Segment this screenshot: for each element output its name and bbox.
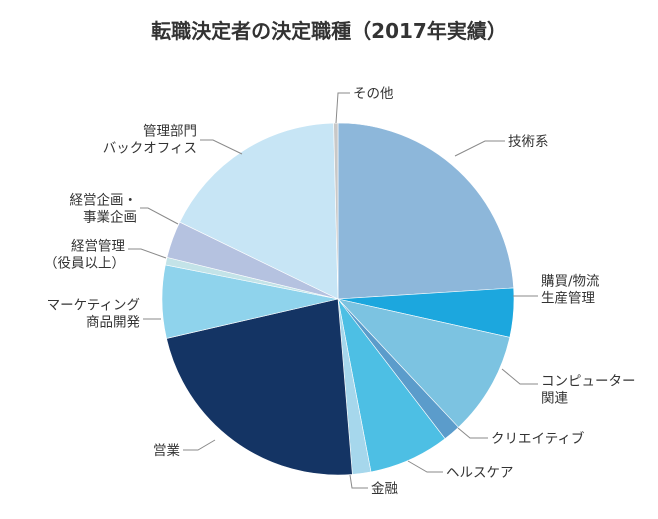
slice-label-2-line-2: 生産管理 [541,291,595,307]
leader-line-4 [457,427,488,439]
slice-label-5-line-1: ヘルスケア [446,465,514,481]
pie-slice-1 [337,122,514,300]
slice-label-9-line-1: 経営管理 [71,239,125,255]
slice-label-3-line-1: コンピューター [541,374,636,390]
pie-slices [161,122,515,476]
pie-slice-7 [166,298,353,476]
pie-slice-11 [179,122,339,300]
leader-line-9 [128,248,167,259]
slice-label-8-line-1: マーケティング [47,298,140,314]
slice-label-12-line-1: その他 [353,86,394,102]
slice-label-10-line-1: 経営企画・ [70,192,138,209]
leader-line-6 [349,474,368,489]
leader-line-5 [407,460,443,473]
slice-label-4-line-1: クリエイティブ [491,430,585,447]
leader-line-3 [501,368,538,385]
slice-label-11-line-2: バックオフィス [103,141,197,157]
leader-line-12 [335,92,350,124]
leader-line-10 [140,207,179,225]
slice-label-11-line-1: 管理部門 [143,124,197,140]
slice-label-2-line-1: 購買/物流 [541,274,600,290]
slice-label-8-line-2: 商品開発 [86,315,140,331]
slice-label-10-line-2: 事業企画 [83,209,137,226]
slice-label-9-line-2: （役員以上） [44,256,125,272]
leader-line-1 [454,140,505,157]
pie-slice-12 [333,122,339,300]
slice-label-1-line-1: 技術系 [508,134,549,150]
slice-label-6-line-1: 金融 [371,481,398,497]
chart-title: 転職決定者の決定職種（2017年実績） [151,19,507,43]
slice-label-7-line-1: 営業 [153,443,180,459]
leader-lines [128,92,538,489]
pie-slice-3 [337,298,511,428]
slice-label-3-line-2: 関連 [541,391,569,407]
leader-line-7 [183,439,216,451]
leader-line-11 [200,139,243,155]
